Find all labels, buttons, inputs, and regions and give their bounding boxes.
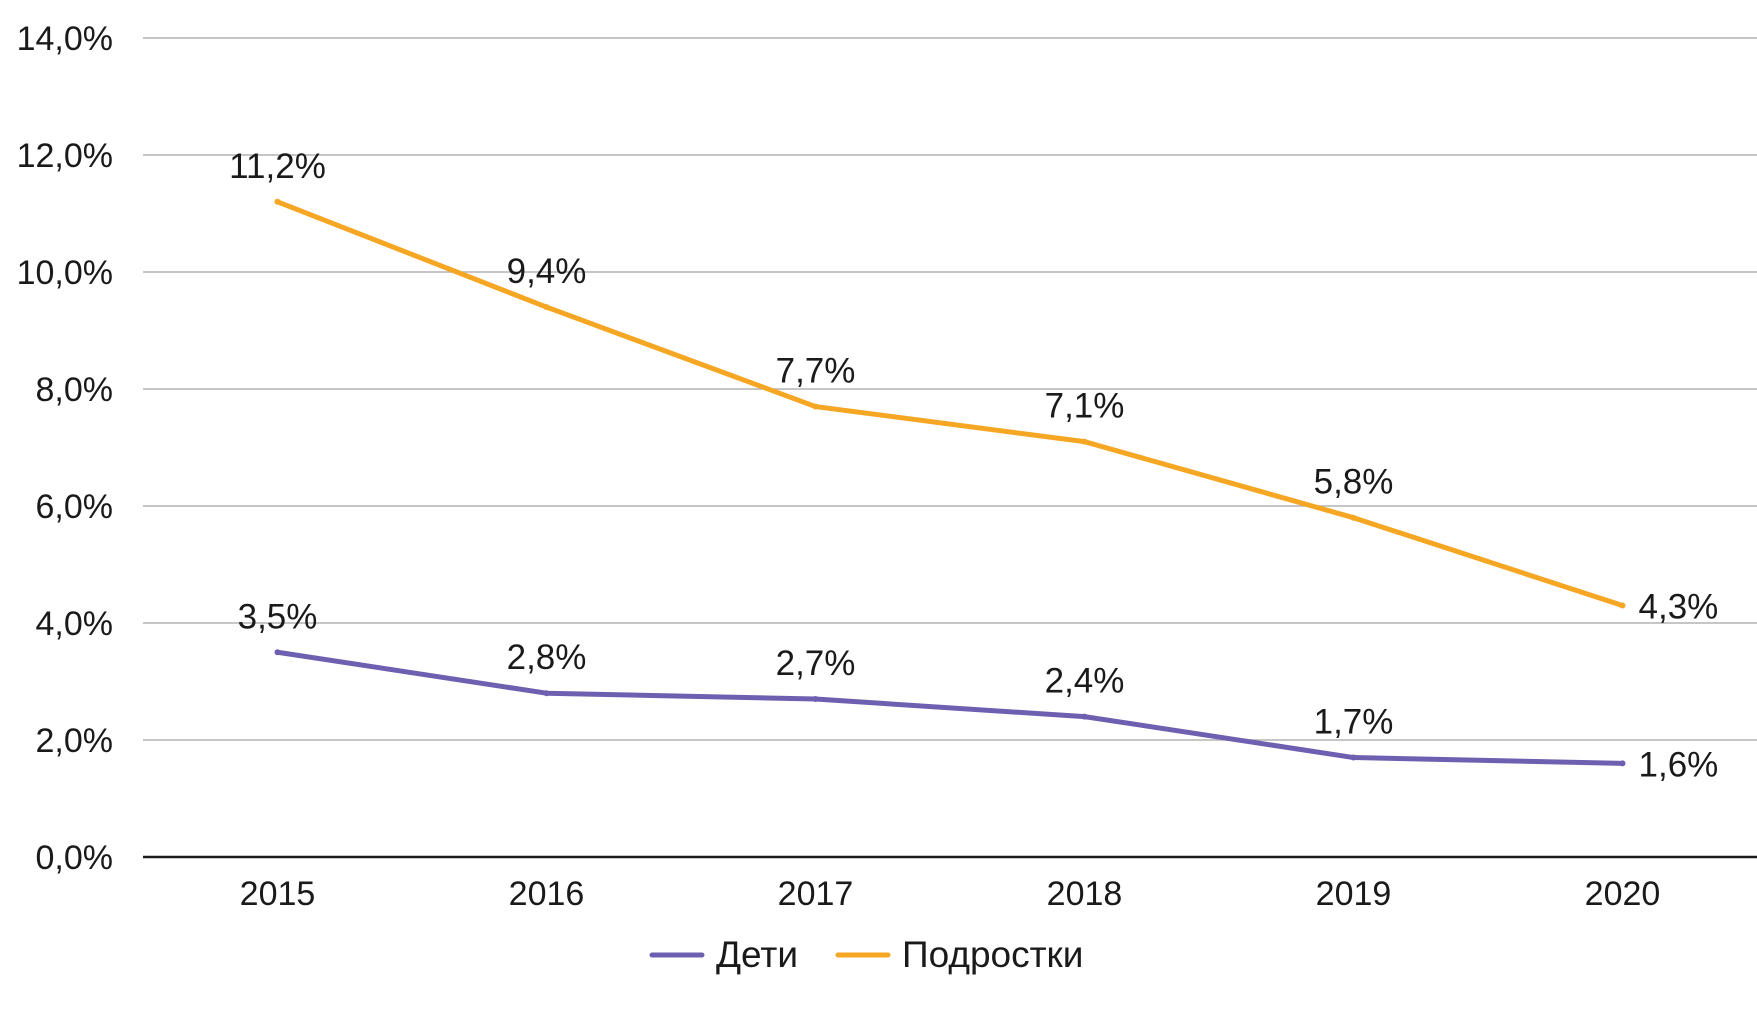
y-tick-label: 10,0% [17, 254, 113, 292]
x-axis-tick-labels: 2015 2016 2017 2018 2019 2020 [240, 875, 1661, 913]
series-line-2 [275, 199, 1625, 608]
y-tick-label: 0,0% [36, 839, 114, 877]
data-label: 1,7% [1314, 703, 1394, 742]
data-point [1619, 760, 1626, 767]
x-tick-label: 2019 [1316, 875, 1392, 913]
data-point [274, 649, 281, 656]
data-point [812, 403, 819, 410]
legend-label: Дети [716, 934, 798, 975]
data-point [812, 696, 819, 703]
y-tick-label: 2,0% [36, 722, 114, 760]
x-tick-label: 2018 [1047, 875, 1123, 913]
data-label: 5,8% [1314, 463, 1394, 502]
data-point [1619, 602, 1626, 609]
data-point [274, 198, 281, 205]
data-label: 2,4% [1045, 662, 1125, 701]
series-line-1 [275, 649, 1625, 766]
y-tick-label: 14,0% [17, 20, 113, 58]
data-labels: 3,5% 2,8% 2,7% 2,4% 1,7% 1,6% 11,2% 9,4% 7,7% 7,1… [229, 147, 1718, 785]
data-label: 2,8% [507, 638, 587, 677]
x-tick-label: 2020 [1585, 875, 1661, 913]
y-tick-label: 6,0% [36, 488, 114, 526]
data-label: 11,2% [229, 147, 326, 186]
data-point [543, 304, 550, 311]
y-axis-tick-labels: 0,0% 2,0% 4,0% 6,0% 8,0% 10,0% 12,0% 14,0% [17, 20, 113, 877]
x-tick-label: 2015 [240, 875, 316, 913]
data-point [1350, 754, 1357, 761]
x-tick-label: 2016 [509, 875, 585, 913]
data-label: 9,4% [507, 252, 587, 291]
gridlines [143, 37, 1757, 741]
legend-label: Подростки [902, 934, 1083, 975]
y-tick-label: 12,0% [17, 137, 113, 175]
data-label: 1,6% [1639, 745, 1719, 784]
data-label: 7,1% [1045, 387, 1125, 426]
y-tick-label: 8,0% [36, 371, 114, 409]
data-label: 4,3% [1639, 587, 1719, 626]
legend: Дети Подростки [649, 934, 1083, 975]
data-point [1081, 438, 1088, 445]
data-label: 7,7% [776, 352, 856, 391]
x-tick-label: 2017 [778, 875, 854, 913]
data-point [1081, 713, 1088, 720]
y-tick-label: 4,0% [36, 605, 114, 643]
data-label: 2,7% [776, 644, 856, 683]
data-point [1350, 514, 1357, 521]
data-point [543, 690, 550, 697]
data-label: 3,5% [238, 597, 318, 636]
series-lines [274, 198, 1626, 767]
